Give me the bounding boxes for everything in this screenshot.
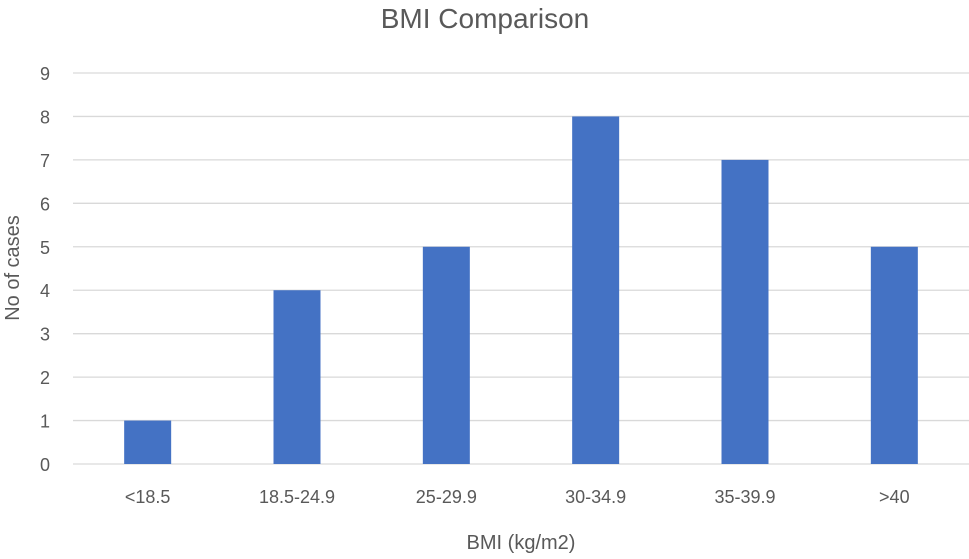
bar xyxy=(422,246,470,464)
y-tick-label: 2 xyxy=(40,368,50,388)
bar xyxy=(273,290,321,464)
bar xyxy=(572,116,620,464)
y-tick-label: 8 xyxy=(40,107,50,127)
x-tick-label: <18.5 xyxy=(125,487,171,507)
bars xyxy=(124,116,918,464)
bar xyxy=(870,246,918,464)
x-tick-label: 25-29.9 xyxy=(416,487,477,507)
x-tick-label: 30-34.9 xyxy=(565,487,626,507)
x-tick-label: >40 xyxy=(879,487,910,507)
gridlines xyxy=(73,72,969,465)
y-tick-label: 4 xyxy=(40,281,50,301)
y-tick-label: 7 xyxy=(40,151,50,171)
y-tick-label: 6 xyxy=(40,194,50,214)
chart-title: BMI Comparison xyxy=(381,3,590,34)
bar xyxy=(124,420,172,464)
x-axis-ticks: <18.5 18.5-24.9 25-29.9 30-34.9 35-39.9 >40 xyxy=(125,487,910,507)
x-axis-label: BMI (kg/m2) xyxy=(467,532,576,554)
y-tick-label: 3 xyxy=(40,325,50,345)
y-tick-label: 1 xyxy=(40,412,50,432)
bar xyxy=(721,159,769,464)
y-axis-ticks: 0 1 2 3 4 5 6 7 8 9 xyxy=(40,64,50,475)
y-tick-label: 5 xyxy=(40,238,50,258)
y-tick-label: 0 xyxy=(40,455,50,475)
x-tick-label: 35-39.9 xyxy=(714,487,775,507)
y-axis-label: No of cases xyxy=(2,215,24,321)
x-tick-label: 18.5-24.9 xyxy=(259,487,335,507)
y-tick-label: 9 xyxy=(40,64,50,84)
